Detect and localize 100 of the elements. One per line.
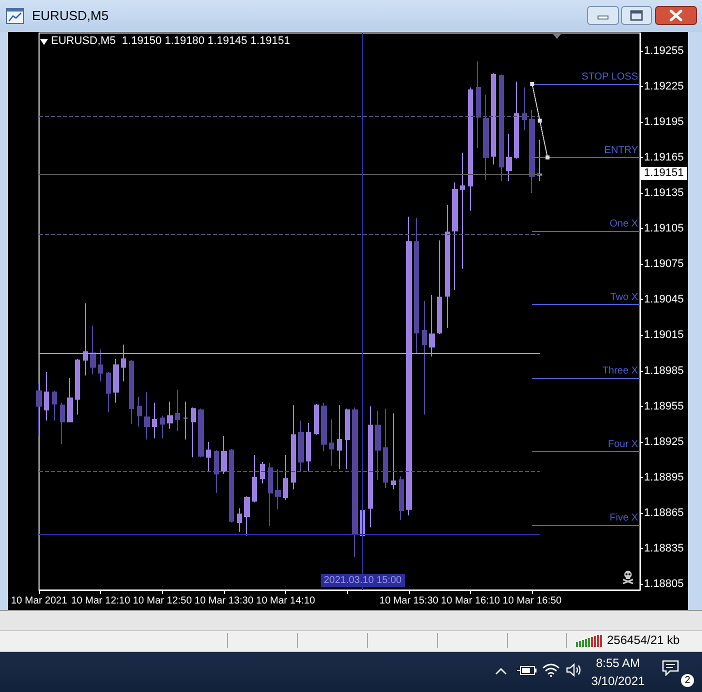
candlestick: [52, 390, 57, 422]
candlestick: [414, 217, 419, 354]
candlestick: [368, 406, 373, 528]
candlestick: [83, 302, 88, 376]
candlestick: [60, 402, 65, 445]
candlestick: [283, 454, 288, 500]
candlestick: [98, 348, 103, 382]
x-tick-label: 10 Mar 12:10: [71, 596, 131, 606]
x-tick-label: 10 Mar 2021: [10, 596, 68, 606]
candlestick: [345, 408, 350, 470]
candlestick: [67, 377, 73, 422]
candlestick: [260, 462, 265, 484]
y-tick-label: 1.19255: [644, 44, 684, 57]
candlestick: [106, 371, 111, 413]
ref-line-label: 2021.03.10 15:00: [320, 574, 405, 587]
point: [546, 155, 550, 160]
x-tick-label: 10 Mar 15:30: [379, 596, 439, 606]
text: 2: [681, 674, 694, 687]
candlestick: [75, 358, 80, 416]
candlestick: [306, 422, 311, 472]
candlestick: [476, 60, 481, 148]
candlestick: [460, 152, 465, 270]
candlestick: [221, 435, 227, 474]
y-tick-label: 1.18925: [644, 436, 684, 448]
x-tick-label: 10 Mar 13:30: [194, 596, 254, 606]
ref-line-label: Four X: [608, 438, 638, 450]
candlestick: [152, 402, 157, 439]
text: 1.19151: [641, 167, 687, 180]
y-tick-label: 1.18865: [644, 506, 684, 519]
point: [530, 82, 534, 86]
chart-subtitle: EURUSD,M5 1.19150 1.19180 1.19145 1.19151: [51, 35, 290, 47]
y-tick-label: 1.18955: [644, 400, 684, 412]
candlestick: [137, 396, 142, 427]
x-tick-label: 10 Mar 14:10: [256, 596, 316, 606]
candlestick: [391, 412, 396, 490]
candlestick: [537, 139, 542, 182]
candlestick: [383, 408, 388, 489]
y-tick-label: 1.19165: [644, 151, 684, 164]
candlestick: [499, 74, 504, 182]
candlestick: [483, 94, 489, 180]
candlestick: [514, 81, 519, 160]
candlestick: [36, 383, 42, 436]
y-tick-label: 1.19195: [644, 116, 684, 128]
candlestick: [491, 72, 496, 166]
x-tick-label: 10 Mar 16:10: [441, 596, 500, 606]
candlestick: [422, 300, 427, 416]
y-tick-label: 1.19135: [644, 186, 684, 199]
x-tick-label: 10 Mar 12:50: [132, 596, 192, 606]
y-tick-label: 1.18985: [644, 364, 684, 377]
text: 3/10/2021: [590, 674, 646, 688]
ref-line-label: ENTRY: [604, 144, 638, 156]
candlestick: [206, 441, 211, 472]
candlestick: [314, 403, 319, 436]
point: [538, 118, 542, 123]
candlestick: [429, 294, 435, 358]
y-tick-label: 1.19015: [644, 329, 684, 342]
candlestick: [275, 468, 281, 510]
y-tick-label: 1.18835: [644, 542, 684, 555]
candlestick: [437, 240, 442, 335]
candlestick: [298, 420, 304, 472]
y-tick-label: 1.19105: [644, 222, 684, 235]
y-tick-label: 1.19045: [644, 294, 684, 306]
ref-line-label: STOP LOSS: [582, 71, 638, 82]
candlestick: [329, 418, 334, 466]
candlestick: [129, 360, 134, 425]
candlestick: [175, 389, 180, 432]
candlestick: [452, 182, 458, 291]
candlestick: [244, 496, 250, 536]
candlestick: [160, 415, 165, 439]
candlestick: [406, 216, 412, 516]
y-tick-label: 1.19225: [644, 80, 684, 92]
ref-line-label: Five X: [610, 512, 638, 524]
candlestick: [191, 406, 196, 458]
candlestick: [167, 401, 173, 430]
candlestick: [375, 410, 381, 480]
candlestick: [399, 476, 404, 521]
candlestick: [321, 402, 327, 452]
candlestick: [352, 406, 358, 558]
y-tick-label: 1.18805: [644, 578, 684, 590]
ref-line-label: Two X: [610, 292, 638, 303]
candlestick: [183, 401, 188, 440]
candlestick: [113, 358, 119, 404]
candlestick: [445, 204, 450, 329]
candlestick: [268, 462, 273, 527]
candlestick: [237, 508, 242, 532]
candlestick: [506, 133, 512, 182]
text: 8:55 AM: [594, 656, 642, 670]
candlestick: [522, 87, 527, 131]
ref-line-label: Three X: [602, 365, 638, 376]
candlestick: [90, 325, 96, 375]
candlestick: [44, 371, 49, 422]
candlestick: [529, 110, 535, 194]
candlestick: [337, 404, 342, 470]
candlestick: [291, 404, 296, 490]
y-tick-label: 1.19075: [644, 258, 684, 270]
candlestick: [252, 454, 257, 503]
x-tick-label: 10 Mar 16:50: [502, 596, 562, 606]
candlestick: [214, 450, 219, 494]
chart-title: EURUSD,M5: [32, 8, 109, 23]
text: 256454/21 kb: [607, 633, 680, 647]
